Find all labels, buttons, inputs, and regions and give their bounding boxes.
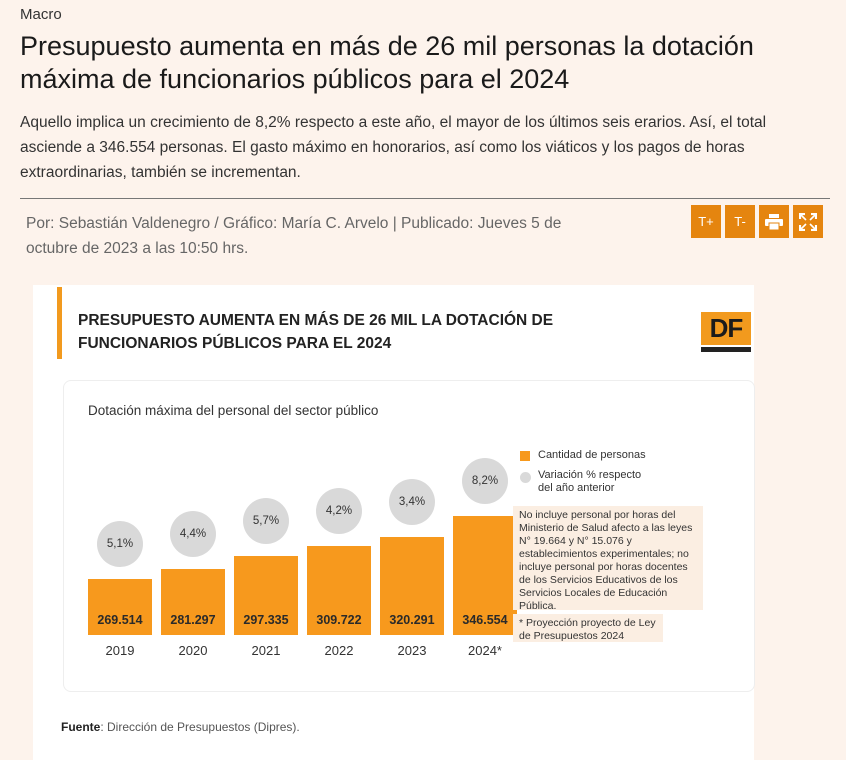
legend-bar-swatch xyxy=(520,451,530,461)
bar-value-label: 346.554 xyxy=(462,613,508,627)
chart-panel: Dotación máxima del personal del sector … xyxy=(63,380,755,692)
fullscreen-icon xyxy=(799,212,817,231)
bar-2019 xyxy=(88,578,152,635)
df-logo-text: DF xyxy=(701,312,751,345)
source-text: : Dirección de Presupuestos (Dipres). xyxy=(100,720,300,734)
bar-value-label: 281.297 xyxy=(170,613,216,627)
source-note: Fuente: Dirección de Presupuestos (Dipre… xyxy=(61,720,300,734)
bar-value-label: 297.335 xyxy=(243,613,289,627)
chart-title: Dotación máxima del personal del sector … xyxy=(88,403,379,418)
variation-circle: 5,1% xyxy=(97,520,143,567)
infographic-title: PRESUPUESTO AUMENTA EN MÁS DE 26 MIL LA … xyxy=(78,312,554,352)
font-increase-button[interactable]: T+ xyxy=(691,205,721,238)
article-summary: Aquello implica un crecimiento de 8,2% r… xyxy=(20,114,767,181)
year-label: 2019 xyxy=(105,643,135,658)
fullscreen-button[interactable] xyxy=(793,205,823,238)
variation-circle: 4,2% xyxy=(316,487,362,534)
year-label: 2020 xyxy=(178,643,208,658)
bar-2022 xyxy=(307,545,371,635)
bar-2021 xyxy=(234,555,298,635)
variation-circle: 5,7% xyxy=(243,497,289,544)
variation-circle: 4,4% xyxy=(170,510,216,557)
df-logo-strip xyxy=(701,347,751,352)
source-label: Fuente xyxy=(61,720,101,734)
title-accent-bar xyxy=(57,287,62,359)
legend-bars-label: Cantidad de personas xyxy=(538,449,646,461)
article-tools: T+ T- xyxy=(691,205,823,238)
bar-value-label: 269.514 xyxy=(97,613,143,627)
article-byline: Por: Sebastián Valdenegro / Gráfico: Mar… xyxy=(26,215,562,257)
year-label: 2021 xyxy=(251,643,281,658)
year-label: 2022 xyxy=(324,643,354,658)
year-label: 2024* xyxy=(468,643,502,658)
bar-value-label: 309.722 xyxy=(316,613,362,627)
df-logo: DF xyxy=(701,312,751,354)
bar-value-label: 320.291 xyxy=(389,613,435,627)
bar-2020 xyxy=(161,568,225,635)
bar-2023 xyxy=(380,537,444,635)
article-headline: Presupuesto aumenta en más de 26 mil per… xyxy=(20,31,754,94)
legend-circle-swatch xyxy=(520,472,531,483)
legend-circles-label: Variación % respecto del año anterior xyxy=(538,469,642,494)
print-button[interactable] xyxy=(759,205,789,238)
year-label: 2023 xyxy=(397,643,427,658)
footnote-exclusions: No incluye personal por horas del Minist… xyxy=(513,506,703,612)
font-decrease-button[interactable]: T- xyxy=(725,205,755,238)
bar-2024 xyxy=(453,515,517,635)
footnote-projection: * Proyección proyecto de Ley de Presupue… xyxy=(513,614,663,642)
variation-circle: 3,4% xyxy=(389,479,435,526)
printer-icon xyxy=(765,213,783,230)
divider xyxy=(20,198,830,199)
variation-circle: 8,2% xyxy=(462,457,508,504)
infographic: PRESUPUESTO AUMENTA EN MÁS DE 26 MIL LA … xyxy=(33,285,755,760)
section-label[interactable]: Macro xyxy=(20,6,62,23)
